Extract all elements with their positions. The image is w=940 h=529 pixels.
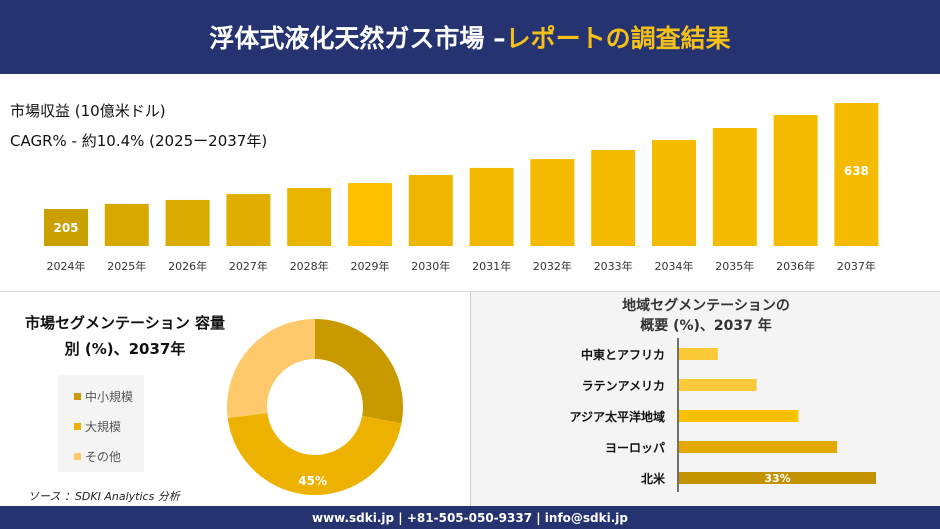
bar-2026年 <box>165 199 210 246</box>
legend-item: その他 <box>58 441 144 471</box>
legend-item: 大規模 <box>58 411 144 441</box>
x-tick-label: 2036年 <box>776 259 815 273</box>
legend-swatch <box>74 422 81 430</box>
pie-legend: 中小規模 大規模 その他 <box>58 375 144 472</box>
x-tick-label: 2026年 <box>168 259 207 273</box>
bar-2033年 <box>591 150 636 246</box>
category-label: 中東とアフリカ <box>581 347 665 362</box>
bar-2028年 <box>287 187 332 246</box>
bar-2037年 <box>834 103 879 246</box>
slice-中小規模 <box>315 319 403 424</box>
category-label: 北米 <box>641 471 666 486</box>
bar-2027年 <box>226 194 271 246</box>
revenue-bar-chart: 2024年 205 2025年 2026年 2027年 2028年 2029年 2030年 20… <box>44 103 879 273</box>
bar-2030年 <box>408 174 453 246</box>
x-tick-label: 2024年 <box>47 259 86 273</box>
header-title: 浮体式液化天然ガス市場 – レポートの調査結果 <box>0 0 940 74</box>
bar-2025年 <box>104 203 149 246</box>
x-tick-label: 2030年 <box>411 259 450 273</box>
legend-label: その他 <box>85 449 122 464</box>
segment-title: 市場セグメンテーション 容量別 (%)、2037年 <box>25 314 225 358</box>
donut-chart: 45% <box>227 319 403 496</box>
cagr-label: CAGR% - 約10.4% (2025ー2037年) <box>10 132 268 150</box>
bar-2029年 <box>348 183 392 246</box>
divider <box>0 291 940 292</box>
legend-swatch <box>74 452 81 460</box>
x-tick-label: 2029年 <box>351 259 390 273</box>
bar-アジア太平洋地域 <box>679 410 799 422</box>
region-title: 地域セグメンテーションの 概要 (%)、2037 年 <box>622 298 790 334</box>
category-label: アジア太平洋地域 <box>569 409 665 424</box>
revenue-label: 市場収益 (10億米ドル) <box>10 102 166 120</box>
x-tick-label: 2037年 <box>837 259 876 273</box>
slice-label: 45% <box>298 474 327 488</box>
category-label: ヨーロッパ <box>605 441 665 455</box>
bar-ヨーロッパ <box>679 441 838 453</box>
slice-その他 <box>227 319 315 419</box>
bar-ラテンアメリカ <box>679 379 757 391</box>
data-label: 33% <box>764 472 790 485</box>
x-tick-label: 2027年 <box>229 259 268 273</box>
category-label: ラテンアメリカ <box>582 379 665 393</box>
x-tick-label: 2033年 <box>594 259 633 273</box>
legend-item: 中小規模 <box>58 381 144 411</box>
x-tick-label: 2025年 <box>107 259 146 273</box>
x-tick-label: 2035年 <box>715 259 754 273</box>
bar-2036年 <box>773 114 818 246</box>
region-panel: 中東とアフリカ ラテンアメリカアジア太平洋地域ヨーロッパ北米 33% 地域セグメンテ… <box>470 292 940 506</box>
bar-北米 <box>679 472 876 484</box>
x-tick-label: 2032年 <box>533 259 572 273</box>
x-tick-label: 2034年 <box>655 259 694 273</box>
bar-2035年 <box>712 127 757 246</box>
x-tick-label: 2028年 <box>290 259 329 273</box>
bar-中東とアフリカ <box>679 348 718 360</box>
footer-contact: www.sdki.jp | +81-505-050-9337 | info@sd… <box>0 506 940 529</box>
slice-大規模 <box>227 413 402 496</box>
source-note: ソース ：SDKI Analytics 分析 <box>28 490 180 503</box>
bar-2024年 <box>44 209 88 246</box>
legend-label: 大規模 <box>85 419 122 434</box>
x-tick-label: 2031年 <box>472 259 511 273</box>
bar-2031年 <box>469 167 514 246</box>
bar-2034年 <box>652 139 696 246</box>
data-label: 205 <box>53 221 78 235</box>
data-label: 638 <box>844 164 869 178</box>
legend-label: 中小規模 <box>85 389 134 404</box>
title-main: 浮体式液化天然ガス市場 – <box>209 24 506 53</box>
legend-swatch <box>74 392 81 400</box>
bar-2032年 <box>530 159 575 246</box>
title-highlight: レポートの調査結果 <box>505 24 731 53</box>
